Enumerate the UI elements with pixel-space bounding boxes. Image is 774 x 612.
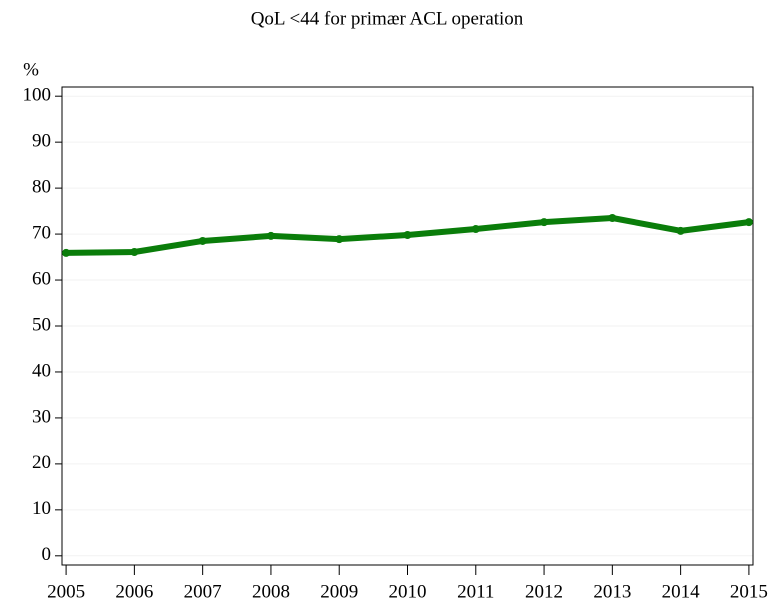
y-axis-label: % bbox=[23, 59, 39, 80]
y-tick-label: 20 bbox=[32, 452, 51, 473]
x-tick-label: 2013 bbox=[593, 581, 631, 602]
y-tick-label: 60 bbox=[32, 268, 51, 289]
x-tick-label: 2011 bbox=[457, 581, 494, 602]
x-tick-label: 2006 bbox=[115, 581, 153, 602]
y-tick-label: 100 bbox=[23, 85, 52, 106]
point bbox=[744, 218, 753, 227]
point bbox=[471, 225, 480, 234]
y-tick-label: 30 bbox=[32, 406, 51, 427]
point bbox=[540, 218, 549, 227]
point bbox=[130, 248, 139, 257]
x-tick-label: 2008 bbox=[252, 581, 290, 602]
x-tick-label: 2007 bbox=[184, 581, 222, 602]
point bbox=[335, 235, 344, 244]
point bbox=[266, 231, 275, 240]
point bbox=[676, 226, 685, 235]
y-tick-label: 40 bbox=[32, 360, 51, 381]
point bbox=[62, 248, 71, 257]
x-tick-label: 2015 bbox=[730, 581, 768, 602]
y-tick-label: 90 bbox=[32, 131, 51, 152]
point bbox=[608, 213, 617, 222]
x-tick-label: 2009 bbox=[320, 581, 358, 602]
y-tick-label: 10 bbox=[32, 498, 51, 519]
point bbox=[403, 230, 412, 239]
chart-title: QoL <44 for primær ACL operation bbox=[251, 8, 524, 29]
x-tick-label: 2010 bbox=[389, 581, 427, 602]
plot-frame bbox=[61, 86, 754, 566]
y-tick-label: 0 bbox=[42, 544, 52, 565]
x-tick-label: 2012 bbox=[525, 581, 563, 602]
y-tick-label: 50 bbox=[32, 314, 51, 335]
point bbox=[198, 236, 207, 245]
y-tick-label: 70 bbox=[32, 222, 51, 243]
y-tick-label: 80 bbox=[32, 176, 51, 197]
x-tick-label: 2014 bbox=[662, 581, 701, 602]
x-tick-label: 2005 bbox=[47, 581, 85, 602]
